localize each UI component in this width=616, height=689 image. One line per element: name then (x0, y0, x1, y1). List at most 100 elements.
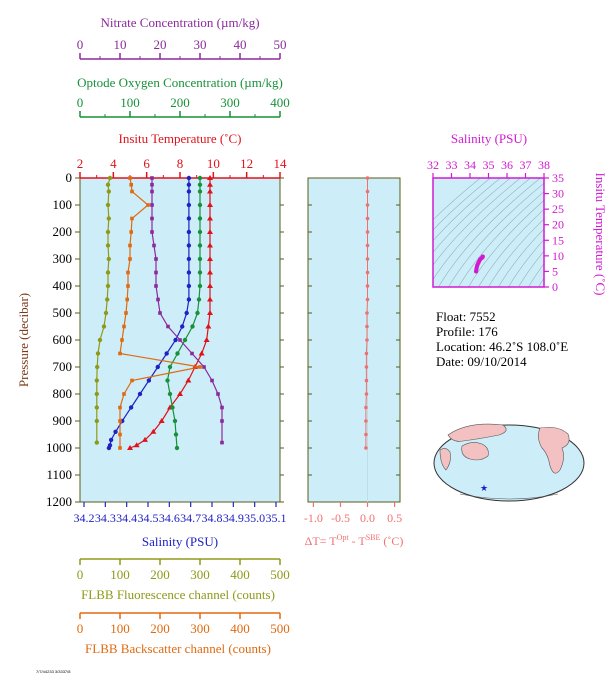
delta-t-point (365, 338, 369, 342)
pressure-axis-label: Pressure (decibar) (16, 293, 31, 387)
insitu-temperature-point (207, 283, 213, 288)
temperature-tick-label: 14 (274, 156, 288, 171)
salinity-point (186, 175, 192, 181)
ts-temperature-tick-label: 0 (552, 280, 558, 294)
pressure-tick-label: 1000 (46, 440, 72, 455)
insitu-temperature-point (207, 215, 213, 221)
salinity-tick-label: 35.0 (244, 511, 265, 525)
delta-t-point (365, 189, 370, 194)
salinity-tick-label: 34.3 (95, 511, 116, 525)
pressure-tick-label: 300 (53, 251, 73, 266)
optode-oxygen-concentration-point (197, 256, 203, 262)
salinity-point (186, 283, 192, 289)
info-profile: Profile: 176 (436, 324, 498, 339)
insitu-temperature-point (207, 202, 213, 207)
flbb-backscatter-channel-point (122, 392, 126, 396)
optode-oxygen-concentration-point (190, 324, 195, 329)
ts-contour (433, 178, 531, 281)
flbb-backscatter-channel-point (130, 189, 134, 194)
delta-t-point (364, 405, 368, 410)
delta-t-point (364, 392, 369, 396)
pressure-tick-label: 700 (53, 359, 73, 374)
delta-t-point (365, 176, 370, 180)
delta-t-point (365, 230, 370, 234)
salinity-tick-label: 34.2 (74, 511, 95, 525)
salinity-point (186, 256, 192, 262)
flbb-fluorescence-channel-point (95, 364, 100, 370)
ts-salinity-tick-label: 35 (483, 158, 495, 172)
optode-oxygen-concentration-point (197, 270, 203, 275)
flbb-fluorescence-channel-point (105, 270, 111, 275)
world-map-inset: ★ (433, 423, 585, 502)
flbb-backscatter-channel-point (130, 216, 134, 221)
float-location-marker: ★ (480, 484, 488, 494)
delta-t-point (364, 419, 368, 423)
nitrate-axis-label: Nitrate Concentration (µm/kg) (100, 15, 259, 30)
flbb-backscatter-channel-point (125, 297, 129, 302)
ts-temperature-tick-label: 5 (552, 264, 558, 278)
flbb-fluorescence-channel-point (105, 297, 110, 302)
flbb-backscatter-channel-point (198, 365, 202, 369)
flbb-fluorescence-channel-point (97, 337, 103, 343)
nitrate-concentration-point (190, 351, 194, 356)
temperature-axis-label: Insitu Temperature (˚C) (118, 131, 241, 146)
salinity-point (137, 391, 143, 397)
nitrate-concentration-point (220, 419, 224, 423)
ts-plot-background (433, 178, 544, 287)
salinity-point (146, 378, 152, 383)
delta-t-point (364, 351, 369, 356)
flbb-backscatter-channel-point (120, 338, 124, 342)
map-asia (447, 423, 507, 442)
delta-t-tick-label: 0.5 (387, 511, 402, 525)
insitu-temperature-point (185, 377, 192, 383)
ts-contour (498, 228, 544, 287)
info-float: Float: 7552 (436, 309, 496, 324)
nitrate-tick-label: 0 (77, 37, 84, 52)
ts-salinity-tick-label: 34 (464, 158, 476, 172)
flbb-fluorescence-channel-point (94, 378, 100, 383)
temperature-tick-label: 6 (143, 156, 150, 171)
ts-temperature-tick-label: 15 (552, 233, 564, 247)
delta-t-point (365, 297, 370, 302)
salinity-tick-label: 34.7 (180, 511, 201, 525)
nitrate-tick-label: 50 (274, 37, 287, 52)
nitrate-concentration-point (154, 257, 158, 261)
fluorescence-tick-label: 400 (230, 567, 250, 582)
flbb-backscatter-channel-point (128, 257, 132, 261)
flbb-backscatter-channel-point (118, 446, 122, 450)
insitu-temperature-point (207, 175, 213, 180)
delta-t-point (364, 446, 368, 450)
pressure-tick-label: 400 (53, 278, 73, 293)
ts-salinity-tick-label: 33 (446, 158, 458, 172)
delta-t-point (364, 365, 369, 369)
delta-t-tick-label: -0.5 (331, 511, 350, 525)
temperature-tick-label: 12 (240, 156, 253, 171)
salinity-tick-label: 34.6 (159, 511, 180, 525)
fluorescence-tick-label: 100 (110, 567, 130, 582)
flbb-backscatter-channel-point (128, 243, 132, 248)
pressure-tick-label: 1100 (46, 467, 72, 482)
delta-t-plot-background (308, 178, 400, 502)
salinity-point (186, 297, 192, 302)
salinity-point (186, 270, 192, 275)
insitu-temperature-point (177, 391, 183, 396)
ts-point (474, 266, 479, 271)
flbb-fluorescence-channel-point (106, 189, 112, 194)
optode-oxygen-concentration-point (197, 283, 203, 289)
flbb-fluorescence-channel-point (105, 182, 111, 187)
flbb-backscatter-channel-point (118, 405, 122, 410)
backscatter-axis-label: FLBB Backscatter channel (counts) (85, 641, 271, 656)
nitrate-tick-label: 30 (194, 37, 207, 52)
delta-t-point (365, 257, 370, 261)
nitrate-concentration-point (152, 243, 156, 248)
optode-oxygen-concentration-point (174, 445, 180, 451)
fluorescence-tick-label: 300 (190, 567, 210, 582)
main-profile-plot: 0100200300400500600700800900100011001200… (46, 37, 290, 636)
nitrate-concentration-point (158, 311, 162, 315)
flbb-backscatter-channel-point (126, 270, 130, 275)
ts-contour (438, 178, 541, 287)
pressure-tick-label: 900 (53, 413, 73, 428)
insitu-temperature-point (207, 310, 213, 315)
ts-contour (433, 178, 481, 221)
ts-temperature-axis-label: Insitu Temperature (˚C) (593, 172, 608, 295)
